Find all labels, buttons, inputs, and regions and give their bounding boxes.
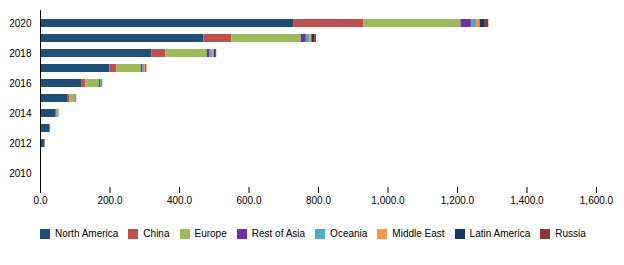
html-text:Latin America: Latin America (469, 228, 531, 239)
svg-text:600.0: 600.0 (236, 195, 261, 206)
svg-text:1,200.0: 1,200.0 (441, 195, 475, 206)
svg-text:2012: 2012 (9, 138, 32, 149)
html-text:Middle East: Middle East (392, 228, 445, 239)
svg-text:2018: 2018 (9, 48, 32, 59)
svg-text:1,600.0: 1,600.0 (580, 195, 614, 206)
html-text:Oceania: Oceania (330, 228, 368, 239)
svg-text:0.0: 0.0 (34, 195, 48, 206)
svg-text:1,000.0: 1,000.0 (371, 195, 405, 206)
svg-text:2014: 2014 (9, 108, 32, 119)
svg-text:2016: 2016 (9, 78, 32, 89)
html-text:China: China (143, 228, 170, 239)
svg-text:2010: 2010 (9, 168, 32, 179)
svg-text:1,400.0: 1,400.0 (510, 195, 544, 206)
html-text:Rest of Asia: Rest of Asia (251, 228, 306, 239)
svg-text:2020: 2020 (9, 18, 32, 29)
svg-text:200.0: 200.0 (97, 195, 122, 206)
html-text:North America: North America (55, 228, 119, 239)
html-text:Europe: Europe (194, 228, 227, 239)
html-text:Russia: Russia (555, 228, 586, 239)
svg-text:800.0: 800.0 (306, 195, 331, 206)
svg-text:400.0: 400.0 (167, 195, 192, 206)
